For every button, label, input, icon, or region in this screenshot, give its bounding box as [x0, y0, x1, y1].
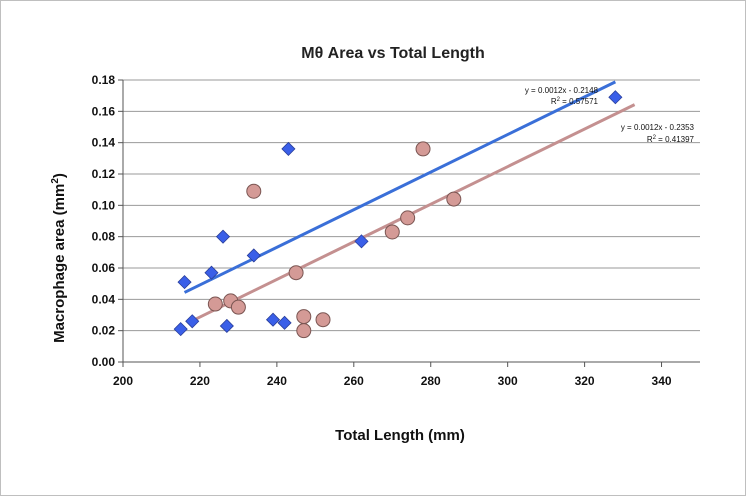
data-point-circle — [246, 183, 262, 199]
y-tick-label: 0.06 — [92, 261, 116, 275]
x-axis-title: Total Length (mm) — [335, 427, 465, 444]
y-tick-label: 0.16 — [92, 104, 116, 118]
y-tick-label: 0.18 — [92, 73, 116, 87]
data-point-circle — [296, 323, 312, 339]
equation-text-blue: y = 0.0012x - 0.2148 — [525, 86, 599, 95]
x-tick-label: 320 — [575, 374, 595, 388]
data-point-circle — [207, 296, 223, 312]
data-point-diamond — [219, 318, 234, 334]
y-tick-label: 0.10 — [92, 198, 116, 212]
data-point-diamond — [277, 315, 292, 330]
x-tick-label: 200 — [113, 374, 133, 388]
r2-text-blue: R2 = 0.57571 — [551, 97, 599, 106]
data-point-diamond — [281, 141, 296, 156]
x-tick-label: 280 — [421, 374, 441, 388]
data-point-diamond — [177, 275, 192, 290]
equation-label-blue: y = 0.0012x - 0.2148 R2 = 0.57571 — [525, 86, 599, 106]
data-point-circle — [296, 309, 312, 325]
equation-label-pink: y = 0.0012x - 0.2353 R2 = 0.41397 — [621, 123, 695, 144]
data-point-circle — [415, 141, 431, 157]
data-point-diamond — [185, 314, 200, 329]
equation-text-pink: y = 0.0012x - 0.2353 — [621, 123, 695, 132]
x-tick-label: 300 — [498, 374, 518, 388]
y-axis-title: Macrophage area (mm2) — [50, 173, 68, 343]
y-tick-label: 0.00 — [92, 355, 116, 369]
y-tick-label: 0.14 — [92, 136, 116, 150]
data-points — [173, 90, 623, 339]
r2-text-pink: R2 = 0.41397 — [647, 135, 695, 144]
y-tick-label: 0.08 — [92, 230, 116, 244]
chart-title: Mθ Area vs Total Length — [301, 45, 484, 62]
data-point-circle — [384, 224, 400, 240]
data-point-diamond — [173, 322, 188, 337]
y-axis-title-sup: 2 — [50, 178, 61, 184]
x-tick-label: 260 — [344, 374, 364, 388]
y-axis-title-main: Macrophage area (mm — [51, 184, 68, 343]
x-tick-label: 340 — [652, 374, 672, 388]
data-point-diamond — [354, 234, 369, 249]
data-point-diamond — [608, 90, 623, 105]
y-tick-label: 0.12 — [92, 167, 116, 181]
y-axis-title-end: ) — [51, 173, 68, 178]
data-point-circle — [288, 265, 304, 281]
data-point-circle — [230, 299, 246, 315]
tick-labels: 0.00 0.02 0.04 0.06 0.08 0.10 0.12 0.14 0.16 0.18… — [92, 73, 672, 388]
data-point-diamond — [215, 229, 231, 244]
y-tick-label: 0.04 — [92, 292, 116, 306]
y-tick-label: 0.02 — [92, 324, 116, 338]
axes — [118, 79, 700, 367]
x-tick-label: 240 — [267, 374, 287, 388]
data-point-circle — [400, 210, 416, 226]
x-tick-label: 220 — [190, 374, 210, 388]
data-point-circle — [315, 312, 331, 328]
data-point-diamond — [265, 312, 281, 327]
data-point-diamond — [204, 265, 219, 280]
data-point-diamond — [246, 248, 261, 263]
data-point-circle — [446, 191, 462, 207]
